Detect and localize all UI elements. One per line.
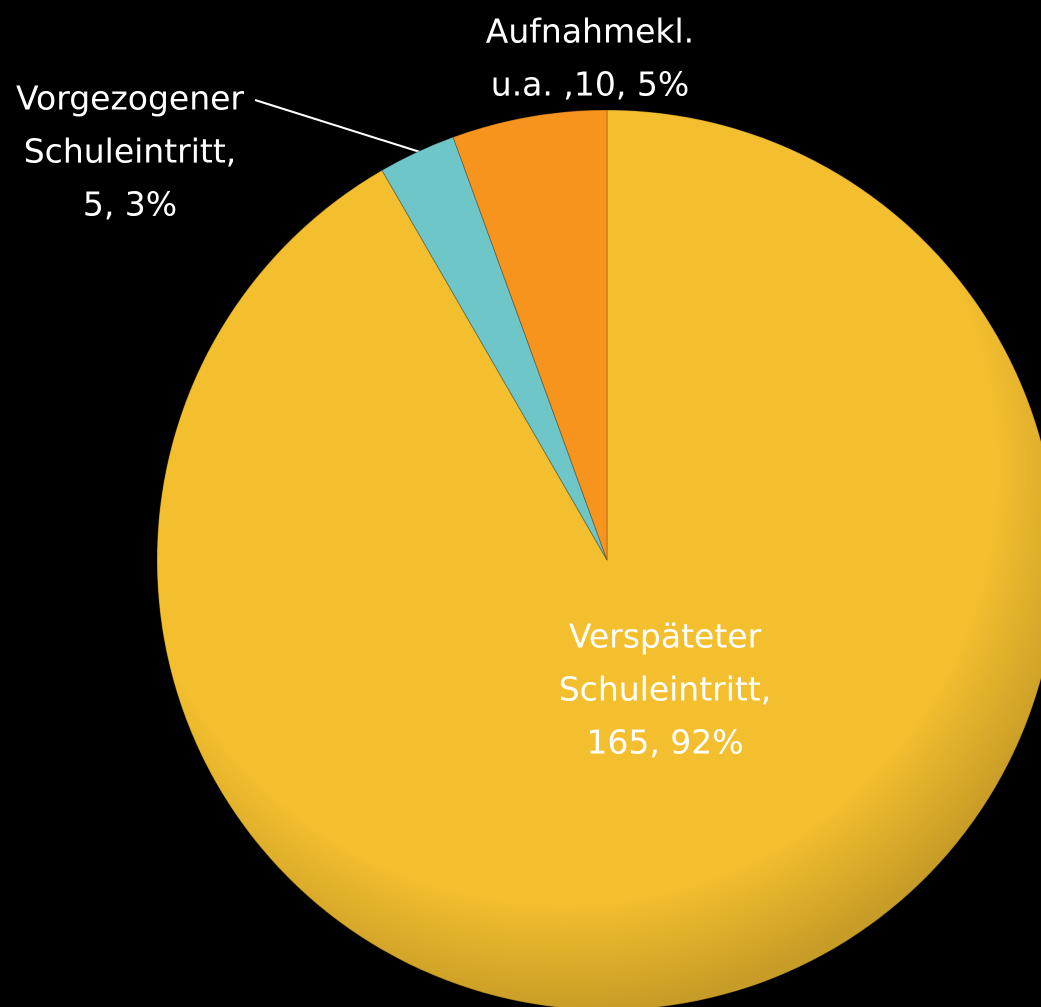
slice-label: Schuleintritt, <box>559 670 772 709</box>
slice-label: Schuleintritt, <box>24 132 237 171</box>
leader-line <box>254 99 421 153</box>
slice-label: Verspäteter <box>569 617 762 656</box>
slice-label: 5, 3% <box>83 185 177 224</box>
slice-label: u.a. ,10, 5% <box>491 65 689 104</box>
slice-label: Vorgezogener <box>16 79 244 118</box>
slice-label: 165, 92% <box>586 723 743 762</box>
slice-label: Aufnahmekl. <box>486 12 694 51</box>
